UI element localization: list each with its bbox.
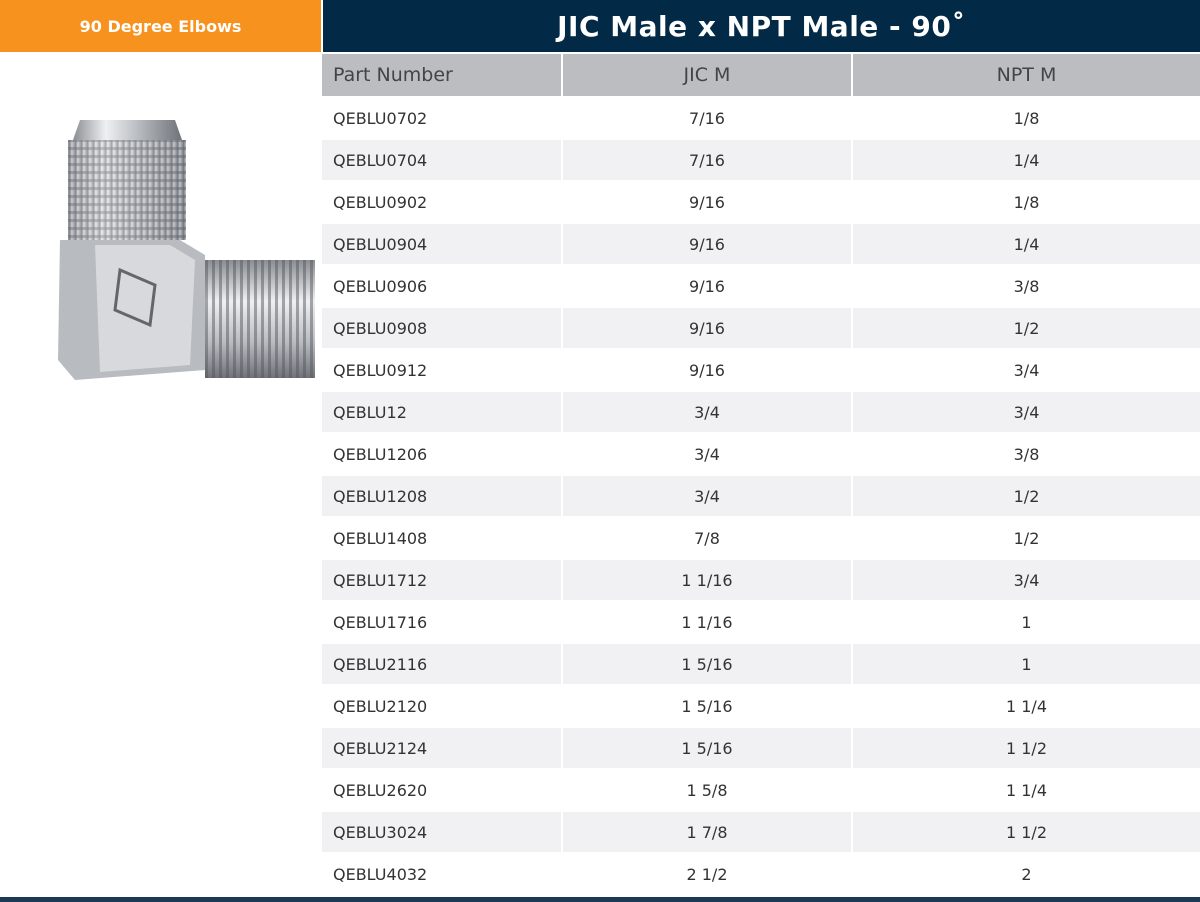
column-header-npt-m: NPT M bbox=[851, 54, 1200, 97]
table-row: QEBLU3024 1 7/8 1 1/2 bbox=[322, 810, 1200, 853]
npt-m-cell: 1 1/4 bbox=[851, 768, 1200, 811]
jic-m-cell: 1 1/16 bbox=[561, 600, 852, 643]
jic-m-cell: 1 5/16 bbox=[561, 642, 852, 685]
column-header-jic-m: JIC M bbox=[561, 54, 852, 97]
part-number-cell: QEBLU2116 bbox=[322, 642, 562, 685]
npt-m-cell: 1/2 bbox=[851, 306, 1200, 349]
table-row: QEBLU4032 2 1/2 2 bbox=[322, 852, 1200, 895]
part-number-cell: QEBLU2124 bbox=[322, 726, 562, 769]
npt-m-cell: 3/4 bbox=[851, 390, 1200, 433]
table-row: QEBLU0702 7/16 1/8 bbox=[322, 96, 1200, 139]
npt-m-cell: 2 bbox=[851, 852, 1200, 895]
jic-m-cell: 9/16 bbox=[561, 180, 852, 223]
jic-m-cell: 1 7/8 bbox=[561, 810, 852, 853]
npt-m-cell: 1/8 bbox=[851, 96, 1200, 139]
npt-m-cell: 3/8 bbox=[851, 264, 1200, 307]
part-number-cell: QEBLU0912 bbox=[322, 348, 562, 391]
table-row: QEBLU1408 7/8 1/2 bbox=[322, 516, 1200, 559]
bottom-bar bbox=[0, 897, 1200, 902]
jic-m-cell: 2 1/2 bbox=[561, 852, 852, 895]
npt-m-cell: 3/8 bbox=[851, 432, 1200, 475]
jic-m-cell: 7/16 bbox=[561, 96, 852, 139]
part-number-cell: QEBLU1206 bbox=[322, 432, 562, 475]
npt-m-cell: 1 bbox=[851, 642, 1200, 685]
table-row: QEBLU2620 1 5/8 1 1/4 bbox=[322, 768, 1200, 811]
page-title: JIC Male x NPT Male - 90˚ bbox=[323, 0, 1200, 52]
table-row: QEBLU1208 3/4 1/2 bbox=[322, 474, 1200, 517]
jic-m-cell: 9/16 bbox=[561, 264, 852, 307]
part-number-cell: QEBLU3024 bbox=[322, 810, 562, 853]
part-number-cell: QEBLU2620 bbox=[322, 768, 562, 811]
jic-m-cell: 1 5/8 bbox=[561, 768, 852, 811]
npt-m-cell: 1/4 bbox=[851, 222, 1200, 265]
table-row: QEBLU1712 1 1/16 3/4 bbox=[322, 558, 1200, 601]
part-number-cell: QEBLU0702 bbox=[322, 96, 562, 139]
part-number-cell: QEBLU1408 bbox=[322, 516, 562, 559]
table-row: QEBLU2116 1 5/16 1 bbox=[322, 642, 1200, 685]
category-label: 90 Degree Elbows bbox=[0, 0, 321, 52]
table-row: QEBLU0908 9/16 1/2 bbox=[322, 306, 1200, 349]
jic-m-cell: 3/4 bbox=[561, 432, 852, 475]
table-header-row: Part Number JIC M NPT M bbox=[322, 54, 1200, 97]
jic-m-cell: 9/16 bbox=[561, 306, 852, 349]
npt-m-cell: 1/2 bbox=[851, 516, 1200, 559]
jic-m-cell: 3/4 bbox=[561, 390, 852, 433]
jic-m-cell: 7/16 bbox=[561, 138, 852, 181]
jic-m-cell: 1 5/16 bbox=[561, 684, 852, 727]
table-row: QEBLU0704 7/16 1/4 bbox=[322, 138, 1200, 181]
jic-m-cell: 3/4 bbox=[561, 474, 852, 517]
part-number-cell: QEBLU1712 bbox=[322, 558, 562, 601]
table-row: QEBLU0904 9/16 1/4 bbox=[322, 222, 1200, 265]
part-number-cell: QEBLU2120 bbox=[322, 684, 562, 727]
npt-m-cell: 1/8 bbox=[851, 180, 1200, 223]
table-row: QEBLU0902 9/16 1/8 bbox=[322, 180, 1200, 223]
part-number-cell: QEBLU1716 bbox=[322, 600, 562, 643]
part-number-cell: QEBLU0902 bbox=[322, 180, 562, 223]
npt-m-cell: 1 1/2 bbox=[851, 726, 1200, 769]
npt-m-cell: 1 bbox=[851, 600, 1200, 643]
table-row: QEBLU1206 3/4 3/8 bbox=[322, 432, 1200, 475]
jic-m-cell: 9/16 bbox=[561, 348, 852, 391]
jic-m-cell: 1 1/16 bbox=[561, 558, 852, 601]
npt-m-cell: 3/4 bbox=[851, 558, 1200, 601]
elbow-fitting-image bbox=[58, 120, 315, 380]
table-row: QEBLU1716 1 1/16 1 bbox=[322, 600, 1200, 643]
parts-table: Part Number JIC M NPT M QEBLU0702 7/16 1/8… bbox=[322, 54, 1200, 895]
table-row: QEBLU0912 9/16 3/4 bbox=[322, 348, 1200, 391]
jic-m-cell: 1 5/16 bbox=[561, 726, 852, 769]
npt-m-cell: 1/4 bbox=[851, 138, 1200, 181]
npt-m-cell: 1 1/2 bbox=[851, 810, 1200, 853]
table-row: QEBLU0906 9/16 3/8 bbox=[322, 264, 1200, 307]
part-number-cell: QEBLU4032 bbox=[322, 852, 562, 895]
table-row: QEBLU2120 1 5/16 1 1/4 bbox=[322, 684, 1200, 727]
jic-m-cell: 7/8 bbox=[561, 516, 852, 559]
npt-m-cell: 1 1/4 bbox=[851, 684, 1200, 727]
npt-m-cell: 3/4 bbox=[851, 348, 1200, 391]
part-number-cell: QEBLU0908 bbox=[322, 306, 562, 349]
part-number-cell: QEBLU12 bbox=[322, 390, 562, 433]
part-number-cell: QEBLU1208 bbox=[322, 474, 562, 517]
table-row: QEBLU2124 1 5/16 1 1/2 bbox=[322, 726, 1200, 769]
column-header-part-number: Part Number bbox=[322, 54, 562, 97]
part-number-cell: QEBLU0904 bbox=[322, 222, 562, 265]
part-number-cell: QEBLU0906 bbox=[322, 264, 562, 307]
jic-m-cell: 9/16 bbox=[561, 222, 852, 265]
part-number-cell: QEBLU0704 bbox=[322, 138, 562, 181]
table-row: QEBLU12 3/4 3/4 bbox=[322, 390, 1200, 433]
npt-m-cell: 1/2 bbox=[851, 474, 1200, 517]
